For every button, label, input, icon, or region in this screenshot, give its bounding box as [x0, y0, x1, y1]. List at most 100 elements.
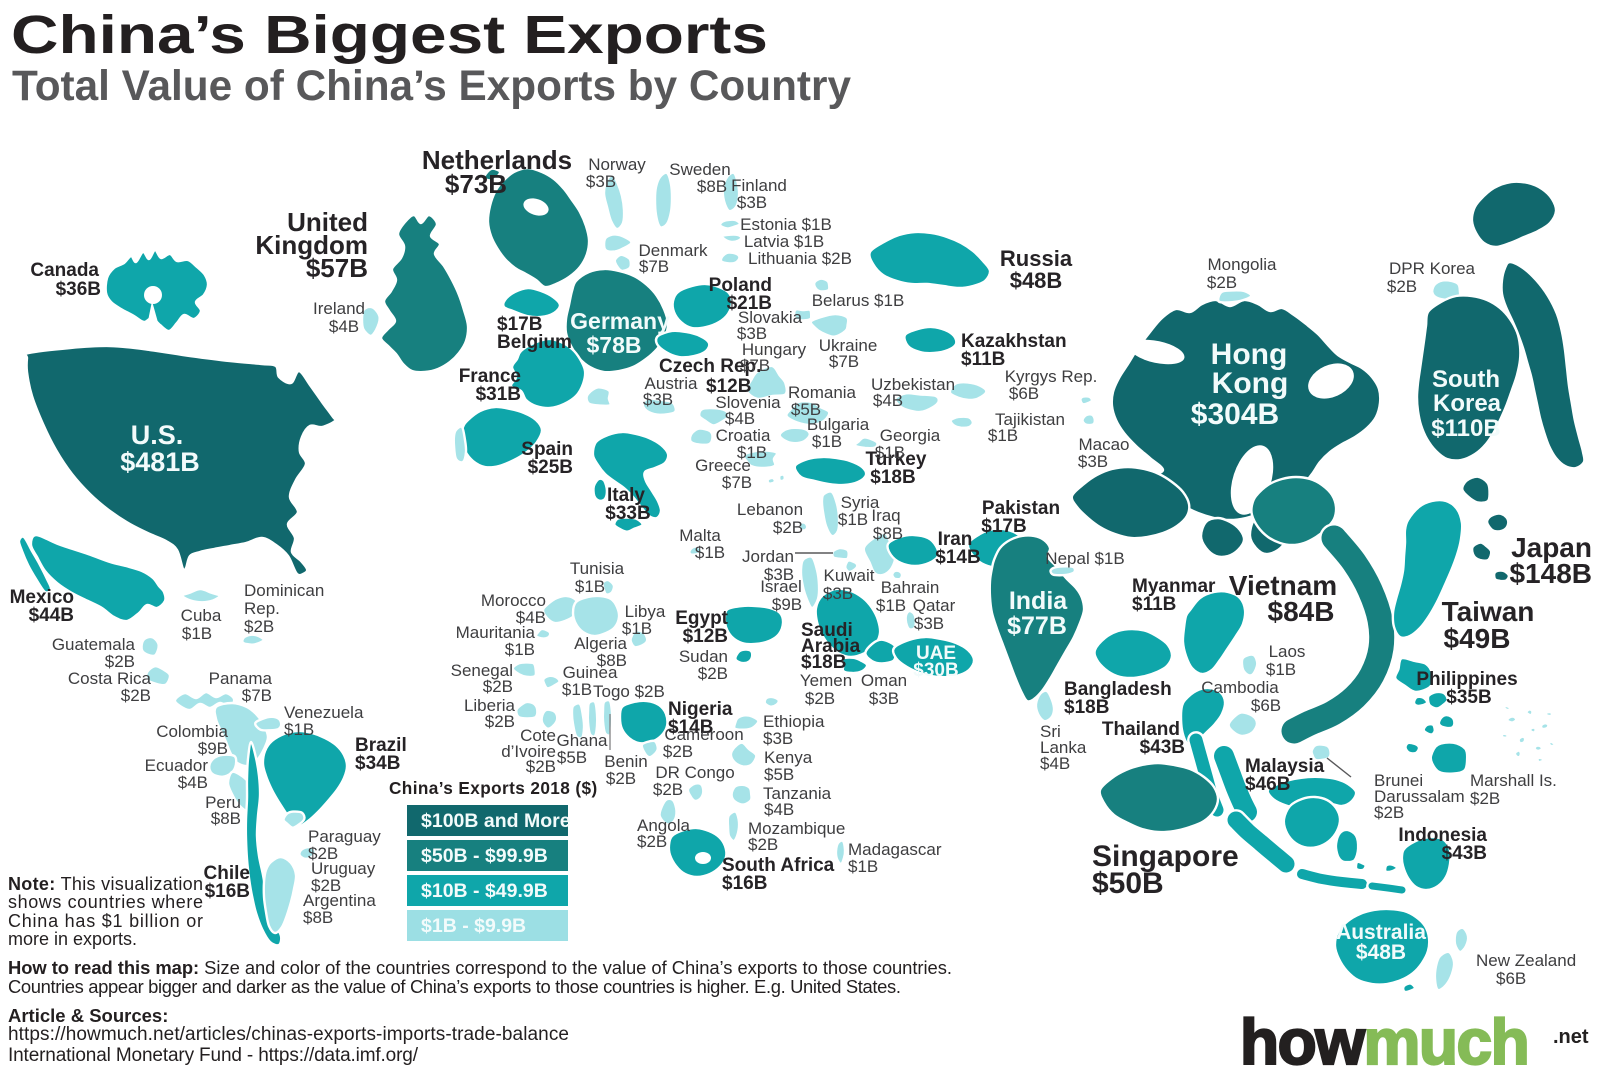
- svg-text:South: South: [1432, 366, 1500, 393]
- svg-text:Nigeria: Nigeria: [668, 699, 733, 720]
- svg-text:Guatemala: Guatemala: [52, 635, 136, 654]
- svg-text:Benin: Benin: [604, 752, 647, 771]
- svg-text:Ecuador: Ecuador: [145, 756, 209, 775]
- svg-text:$2B: $2B: [1470, 789, 1500, 808]
- svg-text:$18B: $18B: [1064, 697, 1109, 718]
- svg-text:Ethiopia: Ethiopia: [763, 712, 825, 731]
- svg-text:$7B: $7B: [740, 356, 770, 375]
- svg-text:$73B: $73B: [445, 169, 507, 199]
- svg-text:$2B: $2B: [773, 518, 803, 537]
- svg-text:$35B: $35B: [1446, 687, 1491, 708]
- svg-text:Pakistan: Pakistan: [982, 498, 1060, 519]
- svg-text:Paraguay: Paraguay: [308, 827, 381, 846]
- svg-text:Australia: Australia: [1336, 921, 1426, 944]
- svg-text:Lithuania $2B: Lithuania $2B: [748, 249, 852, 268]
- svg-text:Guinea: Guinea: [563, 663, 618, 682]
- svg-text:International Monetary Fund -: International Monetary Fund - https://da…: [8, 1045, 419, 1066]
- svg-text:$4B: $4B: [1040, 754, 1070, 773]
- svg-text:Japan: Japan: [1511, 532, 1592, 563]
- svg-text:Peru: Peru: [205, 793, 241, 812]
- svg-text:$7B: $7B: [829, 352, 859, 371]
- svg-text:$3B: $3B: [869, 689, 899, 708]
- svg-text:Cuba: Cuba: [181, 606, 222, 625]
- svg-text:Canada: Canada: [30, 260, 99, 281]
- svg-text:Greece: Greece: [695, 456, 751, 475]
- svg-text:$7B: $7B: [722, 473, 752, 492]
- svg-text:Austria: Austria: [645, 374, 698, 393]
- svg-text:Slovakia: Slovakia: [738, 308, 803, 327]
- svg-text:Darussalam: Darussalam: [1374, 787, 1465, 806]
- svg-text:$16B: $16B: [722, 873, 767, 894]
- svg-text:$2B: $2B: [485, 712, 515, 731]
- svg-text:Brazil: Brazil: [355, 735, 407, 756]
- svg-text:Laos: Laos: [1269, 642, 1306, 661]
- svg-text:$2B: $2B: [1207, 273, 1237, 292]
- svg-text:$4B: $4B: [178, 773, 208, 792]
- svg-text:$1B: $1B: [737, 443, 767, 462]
- svg-text:$3B: $3B: [763, 729, 793, 748]
- svg-text:China has $1 billion or: China has $1 billion or: [8, 911, 203, 931]
- svg-text:$304B: $304B: [1191, 398, 1279, 431]
- svg-text:Slovenia: Slovenia: [715, 393, 781, 412]
- svg-text:$16B: $16B: [205, 881, 250, 902]
- svg-text:United: United: [287, 207, 368, 237]
- svg-text:UAE: UAE: [916, 643, 956, 664]
- svg-text:$31B: $31B: [476, 384, 521, 405]
- svg-text:$77B: $77B: [1007, 612, 1067, 640]
- svg-text:Nepal $1B: Nepal $1B: [1045, 549, 1124, 568]
- svg-text:Cameroon: Cameroon: [664, 725, 743, 744]
- svg-text:Togo $2B: Togo $2B: [593, 682, 665, 701]
- svg-text:Note: This visualization: Note: This visualization: [8, 874, 203, 894]
- svg-text:$2B: $2B: [748, 835, 778, 854]
- svg-text:$43B: $43B: [1140, 737, 1185, 758]
- svg-text:Romania: Romania: [788, 383, 857, 402]
- svg-text:$7B: $7B: [639, 257, 669, 276]
- svg-text:Bahrain: Bahrain: [881, 578, 940, 597]
- svg-text:Netherlands: Netherlands: [422, 145, 572, 175]
- svg-text:$2B: $2B: [1387, 277, 1417, 296]
- svg-text:$2B: $2B: [244, 617, 274, 636]
- svg-text:Oman: Oman: [861, 671, 907, 690]
- svg-text:$36B: $36B: [56, 279, 101, 300]
- svg-text:$48B: $48B: [1010, 268, 1063, 293]
- svg-text:Poland: Poland: [709, 275, 772, 296]
- svg-text:Libya: Libya: [625, 602, 666, 621]
- svg-text:Kong: Kong: [1212, 367, 1289, 400]
- svg-text:Iraq: Iraq: [871, 506, 900, 525]
- svg-text:Ghana: Ghana: [556, 731, 608, 750]
- svg-text:Russia: Russia: [1000, 246, 1073, 271]
- svg-text:$8B: $8B: [697, 177, 727, 196]
- svg-text:Italy: Italy: [607, 485, 645, 506]
- svg-text:Rep.: Rep.: [244, 599, 280, 618]
- svg-text:Yemen: Yemen: [800, 671, 852, 690]
- svg-text:Lebanon: Lebanon: [737, 500, 803, 519]
- svg-text:Kuwait: Kuwait: [823, 566, 874, 585]
- svg-text:$44B: $44B: [29, 605, 74, 626]
- svg-text:Czech Rep.: Czech Rep.: [659, 356, 761, 377]
- svg-text:Philippines: Philippines: [1416, 669, 1517, 690]
- svg-text:$1B: $1B: [988, 426, 1018, 445]
- svg-text:Algeria: Algeria: [574, 634, 627, 653]
- svg-text:$8B: $8B: [873, 524, 903, 543]
- svg-text:$84B: $84B: [1268, 596, 1335, 627]
- svg-text:$7B: $7B: [242, 686, 272, 705]
- svg-text:Iran: Iran: [938, 529, 973, 550]
- svg-text:China’s Biggest Exports: China’s Biggest Exports: [11, 5, 768, 65]
- svg-text:Tanzania: Tanzania: [763, 784, 832, 803]
- svg-text:Malaysia: Malaysia: [1245, 756, 1325, 777]
- svg-text:$3B: $3B: [823, 584, 853, 603]
- svg-text:$48B: $48B: [1356, 941, 1406, 964]
- svg-text:$2B: $2B: [663, 742, 693, 761]
- svg-text:Saudi: Saudi: [801, 620, 853, 641]
- svg-text:$1B: $1B: [695, 543, 725, 562]
- svg-text:Belgium: Belgium: [497, 332, 572, 353]
- svg-text:$2B: $2B: [637, 832, 667, 851]
- svg-text:$10B - $49.9B: $10B - $49.9B: [421, 880, 548, 902]
- svg-text:$34B: $34B: [355, 753, 400, 774]
- svg-text:$4B: $4B: [764, 800, 794, 819]
- svg-text:$21B: $21B: [727, 293, 772, 314]
- svg-text:DPR Korea: DPR Korea: [1389, 259, 1476, 278]
- svg-text:Kenya: Kenya: [764, 748, 813, 767]
- svg-text:$3B: $3B: [737, 193, 767, 212]
- svg-text:$2B: $2B: [606, 769, 636, 788]
